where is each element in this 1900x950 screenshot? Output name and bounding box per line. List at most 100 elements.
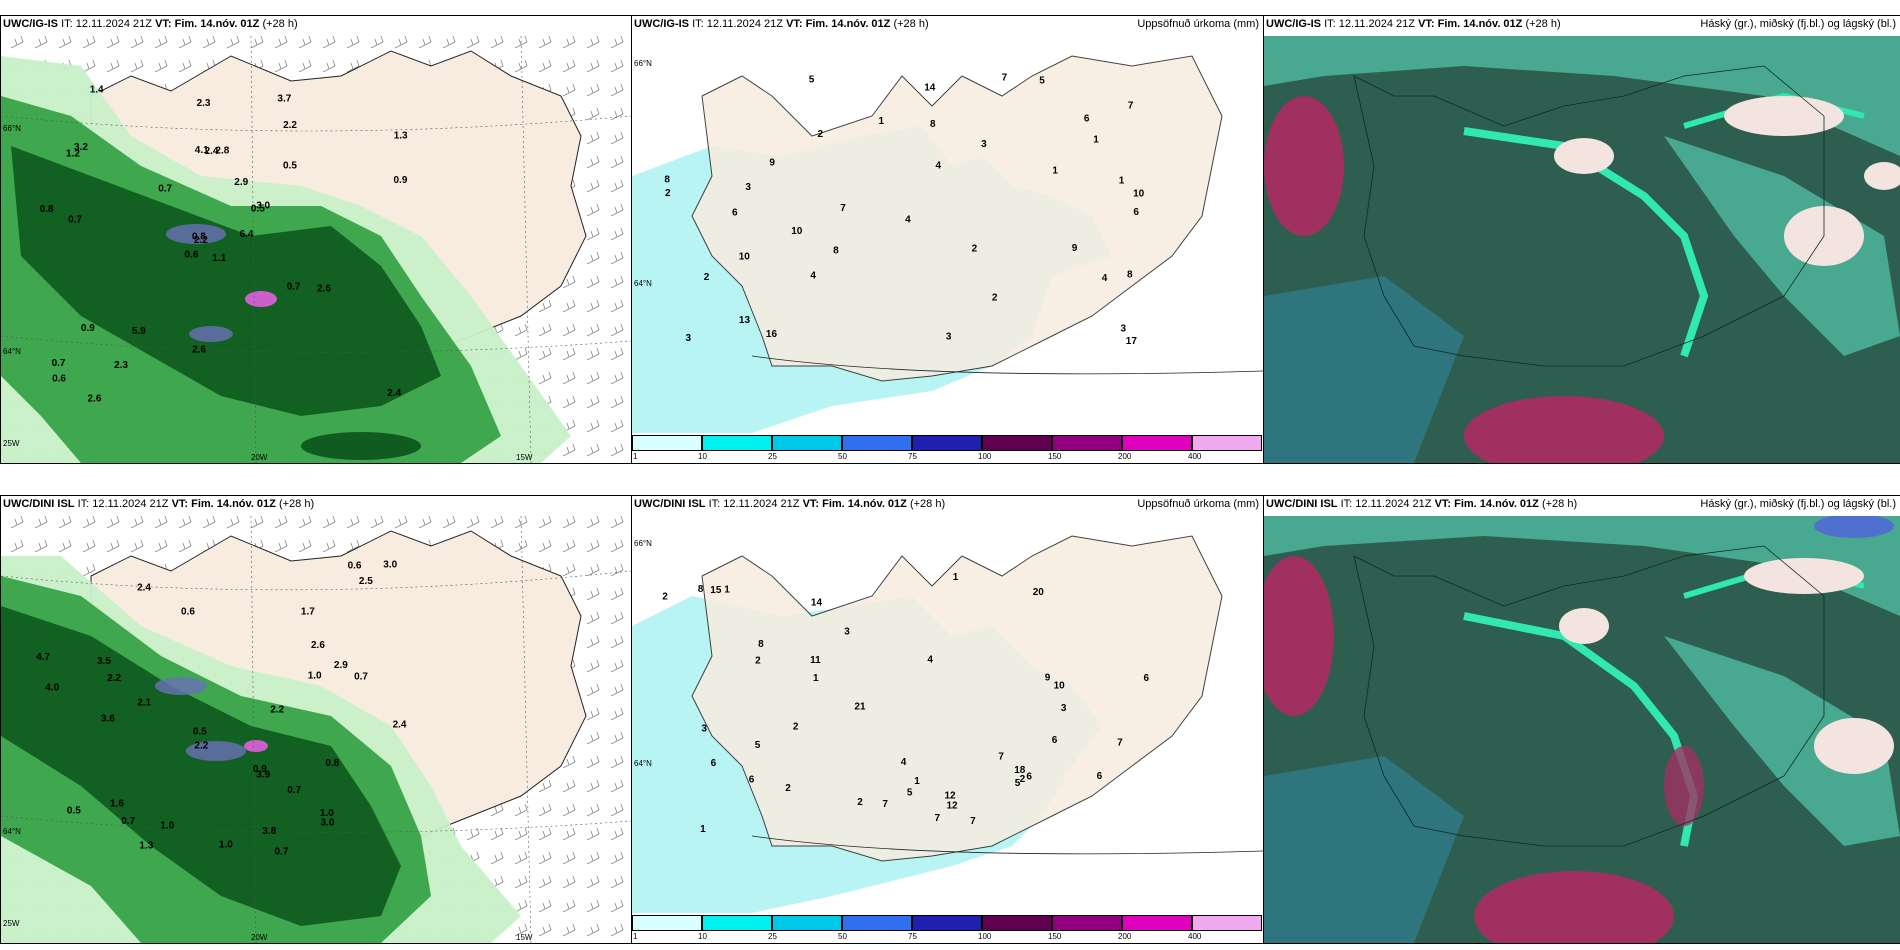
precip-value-label: 0.6 xyxy=(52,374,66,385)
panel-accum-precip-top: UWC/IG-IS IT: 12.11.2024 21Z VT: Fim. 14… xyxy=(631,15,1264,464)
precip-value-label: 2.4 xyxy=(137,582,151,593)
colorbar-swatch xyxy=(632,435,702,451)
precip-value-label: 3.0 xyxy=(383,560,397,571)
precip-value-label: 21 xyxy=(854,702,866,713)
precip-value-label: 2.6 xyxy=(88,393,102,404)
precip-value-label: 2 xyxy=(785,783,791,794)
precip-value-label: 1 xyxy=(724,585,730,596)
colorbar-swatch xyxy=(842,435,912,451)
precip-value-label: 2.4 xyxy=(205,146,219,157)
colorbar-swatch xyxy=(1192,435,1262,451)
precip-value-label: 5.9 xyxy=(132,326,146,337)
precip-value-label: 16 xyxy=(766,329,778,340)
precip-value-label: 9 xyxy=(1045,673,1051,684)
coastline xyxy=(751,835,1263,855)
cloud-map xyxy=(1264,36,1900,463)
precip-value-label: 10 xyxy=(791,226,803,237)
precip-value-label: 6 xyxy=(1026,771,1032,782)
precip-value-label: 5 xyxy=(1015,778,1021,789)
precip-value-label: 6 xyxy=(732,208,738,219)
precip-value-label: 3.8 xyxy=(262,826,276,837)
colorbar-swatch xyxy=(842,915,912,931)
precip-value-label: 0.9 xyxy=(394,175,408,186)
precip-value-label: 0.7 xyxy=(354,671,368,682)
precip-value-label: 0.5 xyxy=(251,204,265,215)
panel-header: UWC/IG-IS IT: 12.11.2024 21Z VT: Fim. 14… xyxy=(1266,18,1561,30)
precip-value-label: 1.0 xyxy=(219,840,233,851)
precip-value-label: 7 xyxy=(1002,73,1008,84)
colorbar-swatch xyxy=(982,435,1052,451)
precip-value-label: 0.6 xyxy=(181,607,195,618)
precip-value-label: 14 xyxy=(924,83,936,94)
colorbar-tick: 50 xyxy=(838,452,847,461)
precip-value-label: 3 xyxy=(844,626,850,637)
precip-value-label: 0.7 xyxy=(121,816,135,827)
precip-value-label: 13 xyxy=(739,315,751,326)
precip-value-label: 12 xyxy=(945,790,957,801)
precip-value-label: 4.1 xyxy=(195,145,209,156)
precip-value-labels: 1.1 1.2 2.2 0.7 0.5 5.9 3.7 2.8 2.2 6.4 1.4 2.4 0.7 1… xyxy=(40,85,408,405)
precip-value-label: 7 xyxy=(998,751,1004,762)
precip-value-labels: 0.7 2.4 1.6 3.5 2.9 3.8 2.4 2.1 2.2 0.7 0.5 4.7 0.5 0… xyxy=(36,560,407,858)
precip-value-label: 4 xyxy=(901,757,907,768)
colorbar-tick: 150 xyxy=(1048,452,1062,461)
precip-value-label: 5 xyxy=(809,75,815,86)
precip-value-label: 0.5 xyxy=(67,806,81,817)
precip-value-label: 3 xyxy=(686,333,692,344)
panel-clouds-bottom: UWC/DINI ISL IT: 12.11.2024 21Z VT: Fim.… xyxy=(1263,495,1900,944)
precip-value-label: 1 xyxy=(914,776,920,787)
colorbar-swatch xyxy=(1052,915,1122,931)
panel-header: UWC/DINI ISL IT: 12.11.2024 21Z VT: Fim.… xyxy=(634,498,946,510)
land-mass xyxy=(691,535,1223,862)
precip-value-label: 2 xyxy=(662,591,668,602)
lat-label-64n: 64°N xyxy=(634,759,652,768)
precip-value-label: 2.9 xyxy=(334,660,348,671)
colorbar-swatch xyxy=(772,915,842,931)
accum-precip-map: 66°N 64°N 214266539856772012182710132112… xyxy=(632,516,1263,913)
precip-value-label: 8 xyxy=(930,119,936,130)
precip-value-label: 10 xyxy=(739,252,751,263)
precip-value-label: 1.4 xyxy=(90,85,104,96)
colorbar-tick: 400 xyxy=(1188,452,1202,461)
precip-value-label: 2.3 xyxy=(197,98,211,109)
precip-value-label: 6 xyxy=(1133,207,1139,218)
precip-value-label: 2.6 xyxy=(317,283,331,294)
precip-value-label: 3 xyxy=(1121,323,1127,334)
precip-value-label: 8 xyxy=(833,246,839,257)
precip-value-label: 1.0 xyxy=(320,808,334,819)
precip-value-label: 3.7 xyxy=(277,93,291,104)
panel-wind-precip-bottom: UWC/DINI ISL IT: 12.11.2024 21Z VT: Fim.… xyxy=(0,495,632,944)
precip-value-label: 11 xyxy=(810,655,821,666)
precip-value-label: 6 xyxy=(749,774,755,785)
precip-value-label: 1.3 xyxy=(139,840,153,851)
precip-value-label: 5 xyxy=(907,788,913,799)
precip-value-label: 7 xyxy=(970,816,976,827)
precip-value-label: 6 xyxy=(1084,113,1090,124)
precip-value-label: 0.7 xyxy=(52,358,66,369)
lon-label-25w: 25W xyxy=(3,919,20,928)
precip-value-label: 2.5 xyxy=(359,576,373,587)
precip-value-label: 2.6 xyxy=(311,640,325,651)
colorbar-swatch xyxy=(1122,435,1192,451)
precip-value-label: 2 xyxy=(857,797,863,808)
precip-value-label: 2.2 xyxy=(270,704,284,715)
precip-value-label: 0.9 xyxy=(81,323,95,334)
precip-value-label: 17 xyxy=(1126,336,1138,347)
precip-value-label: 7 xyxy=(1128,101,1134,112)
precip-value-label: 0.7 xyxy=(287,785,301,796)
precip-value-label: 2.2 xyxy=(283,120,297,131)
wind-precip-map: 20W 15W 25W 64°N 66°N 1.1 1.2 2.2 0.7 0.5 5.9… xyxy=(1,36,631,463)
lat-label-66n: 66°N xyxy=(634,539,652,548)
precip-value-label: 1.1 xyxy=(212,253,226,264)
colorbar-tick: 100 xyxy=(978,452,992,461)
precip-value-label: 3 xyxy=(981,139,987,150)
lon-label-15w: 15W xyxy=(516,933,533,942)
precip-value-label: 8 xyxy=(698,584,704,595)
colorbar-swatch xyxy=(912,915,982,931)
precip-value-label: 1 xyxy=(953,572,959,583)
precip-value-label: 3.0 xyxy=(321,817,335,828)
precip-value-label: 0.7 xyxy=(68,215,82,226)
coastline xyxy=(751,355,1263,375)
precip-value-label: 2 xyxy=(755,655,761,666)
panel-header: UWC/IG-IS IT: 12.11.2024 21Z VT: Fim. 14… xyxy=(634,18,929,30)
